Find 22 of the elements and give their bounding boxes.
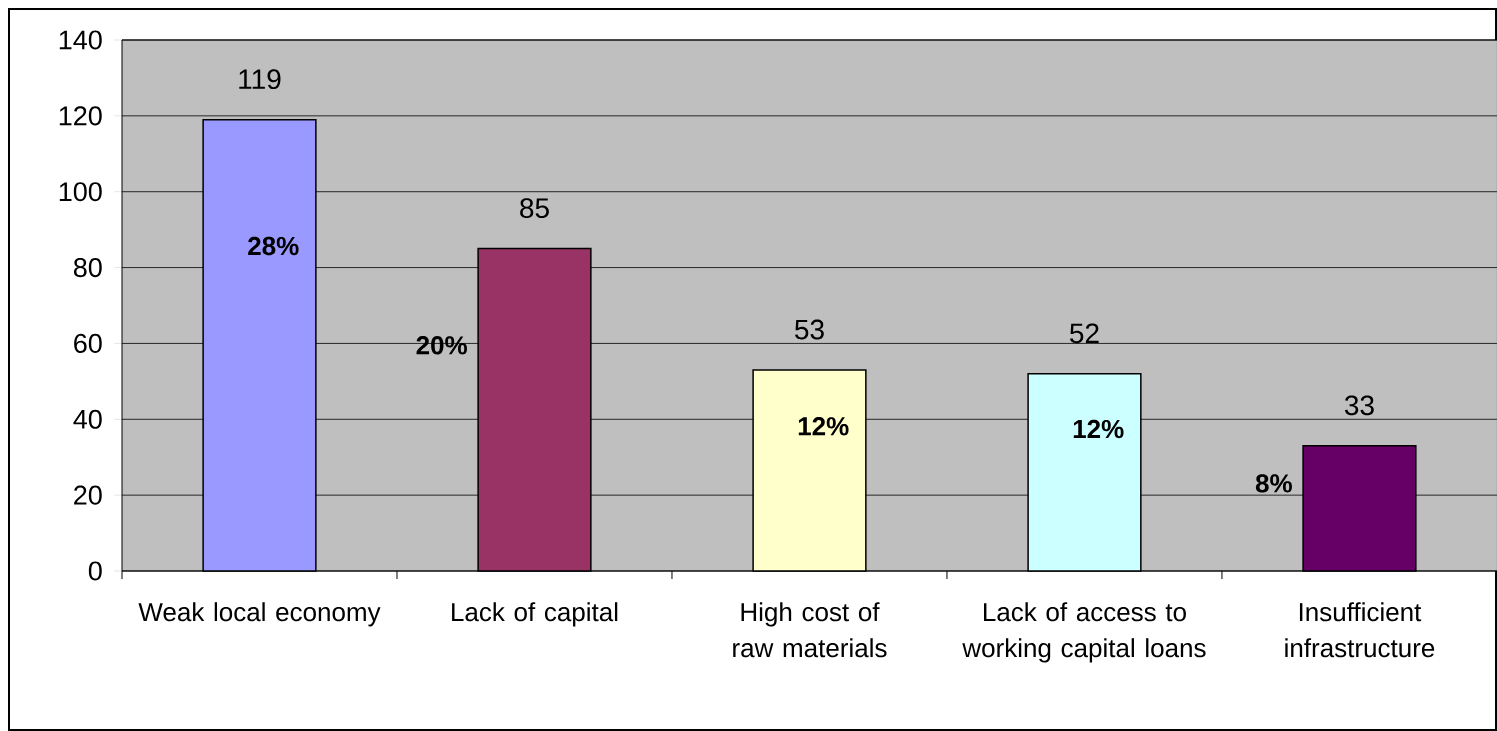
data-label: 119 [239,69,281,90]
annotation: 8% [1255,474,1292,493]
x-tick-label: High cost of raw materials [733,602,887,658]
y-tick-label: 60 [74,333,102,353]
data-label: 52 [1070,323,1099,344]
x-tick-label: Weak local economy [138,602,381,627]
y-tick-label: 100 [59,182,102,202]
y-tick-label: 120 [59,106,102,126]
data-label: 33 [1344,395,1374,416]
data-label: 53 [795,319,824,340]
x-tick-label: Insufficient infrastructure [1285,602,1435,658]
y-tick-label: 40 [73,409,102,429]
annotation: 12% [798,417,849,436]
annotation: 28% [248,236,299,256]
annotation: 12% [1073,419,1124,439]
y-tick-label: 80 [73,258,102,278]
data-label: 85 [520,198,549,219]
y-tick-label: 0 [88,561,102,581]
x-tick-label: Lack of access to working capital loans [962,602,1206,663]
x-tick-label: Lack of capital [452,602,618,627]
y-tick-label: 140 [59,30,102,50]
y-tick-label: 20 [74,485,102,505]
